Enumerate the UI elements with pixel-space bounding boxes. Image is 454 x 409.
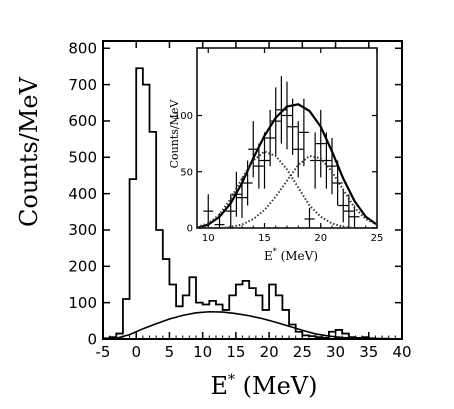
main-y-tick-label: 200	[68, 258, 97, 276]
main-fit-curve	[116, 310, 396, 340]
inset-x-axis-title: E* (MeV)	[264, 247, 318, 263]
main-x-tick-label: 5	[165, 343, 175, 361]
main-x-tick-label: 30	[326, 343, 345, 361]
main-x-tick-label: 20	[260, 343, 279, 361]
main-y-axis-title: Counts/MeV	[15, 76, 43, 227]
inset-x-tick-label: 25	[371, 233, 384, 244]
inset-panel: 10 15 20 25 0 50 100	[174, 47, 384, 244]
main-y-tick-label: 400	[68, 185, 97, 203]
main-x-tick-label: 40	[392, 343, 411, 361]
main-y-tick-label: 600	[68, 112, 97, 130]
inset-x-tick-label: 15	[258, 233, 271, 244]
inset-component-curve	[197, 154, 378, 229]
main-y-tick-label: 0	[87, 330, 97, 348]
main-x-tick-label: 10	[193, 343, 212, 361]
main-y-tick-label: 500	[68, 149, 97, 167]
main-histogram-line	[102, 67, 402, 340]
inset-y-tick-label: 50	[180, 167, 193, 178]
main-y-tick-label: 700	[68, 76, 97, 94]
inset-x-tick-label: 10	[202, 233, 215, 244]
main-x-tick-label: 15	[226, 343, 245, 361]
main-x-tick-label: -5	[96, 343, 111, 361]
inset-fit-curve	[196, 103, 378, 230]
inset-y-tick-label: 100	[174, 111, 193, 122]
main-y-tick-label: 800	[68, 40, 97, 58]
inset-x-tick-label: 20	[314, 233, 327, 244]
main-x-tick-label: 0	[131, 343, 141, 361]
inset-component-curve	[196, 150, 377, 229]
main-y-tick-label: 100	[68, 294, 97, 312]
inset-y-axis-title: Counts/MeV	[168, 99, 181, 169]
inset-y-tick-label: 0	[187, 224, 193, 235]
main-x-tick-label: 25	[293, 343, 312, 361]
main-y-tick-label: 300	[68, 221, 97, 239]
main-x-tick-label: 35	[359, 343, 378, 361]
main-x-axis-title: E* (MeV)	[211, 372, 318, 400]
